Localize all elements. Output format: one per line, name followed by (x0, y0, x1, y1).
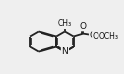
Text: OCH₃: OCH₃ (99, 32, 119, 40)
Text: O: O (93, 32, 99, 40)
Text: O: O (90, 31, 97, 40)
Text: CH₃: CH₃ (58, 19, 72, 28)
Text: O: O (80, 22, 87, 31)
Text: N: N (62, 47, 68, 56)
